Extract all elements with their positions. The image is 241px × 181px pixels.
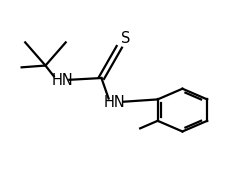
Text: S: S [120, 31, 130, 46]
Text: HN: HN [51, 73, 73, 88]
Text: HN: HN [104, 95, 125, 110]
